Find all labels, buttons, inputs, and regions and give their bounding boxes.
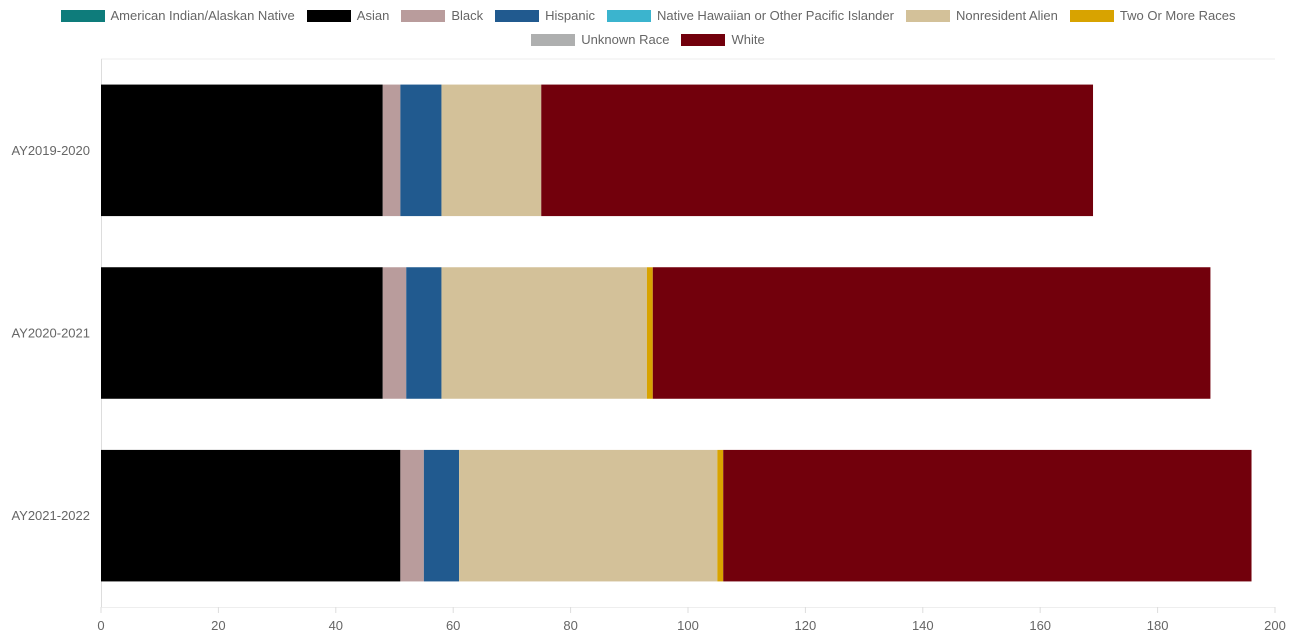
bar-segment-two-or-more-races-ay2021-2022[interactable] (717, 449, 724, 582)
y-tick-label: AY2021-2022 (11, 508, 90, 523)
bar-segment-nonresident-alien-ay2019-2020[interactable] (441, 84, 542, 217)
bar-segment-black-ay2020-2021[interactable] (382, 267, 407, 399)
legend-label: Two Or More Races (1119, 8, 1236, 23)
legend-row: American Indian/Alaskan Native Asian Black… (0, 4, 1296, 28)
x-tick-label: 60 (446, 618, 460, 633)
y-tick-label: AY2019-2020 (11, 143, 90, 158)
bar-segment-black-ay2021-2022[interactable] (400, 449, 424, 582)
bar-segment-black-ay2019-2020[interactable] (382, 84, 401, 217)
bar-segment-white-ay2020-2021[interactable] (652, 267, 1211, 399)
legend-label: Native Hawaiian or Other Pacific Islande… (656, 8, 894, 23)
bar-segment-white-ay2021-2022[interactable] (723, 449, 1252, 582)
legend-swatch (306, 10, 351, 22)
legend-swatch (531, 34, 576, 46)
bar-segment-nonresident-alien-ay2021-2022[interactable] (459, 449, 718, 582)
x-tick-label: 180 (1147, 618, 1169, 633)
legend-swatch (401, 10, 446, 22)
bar-segment-hispanic-ay2019-2020[interactable] (400, 84, 442, 217)
legend-label: Unknown Race (581, 32, 670, 47)
legend-swatch (606, 10, 651, 22)
legend-item-two-or-more-races[interactable]: Two Or More Races (1069, 4, 1236, 28)
x-tick-label: 0 (97, 618, 104, 633)
legend-swatch (495, 10, 540, 22)
legend-item-american-indian-alaskan-native[interactable]: American Indian/Alaskan Native (60, 4, 295, 28)
x-tick-label: 20 (211, 618, 225, 633)
legend-label: Nonresident Alien (955, 8, 1058, 23)
legend-item-nonresident-alien[interactable]: Nonresident Alien (905, 4, 1058, 28)
chart-legend: American Indian/Alaskan Native Asian Black… (0, 4, 1296, 52)
legend-label: Hispanic (545, 8, 595, 23)
bar-segment-two-or-more-races-ay2020-2021[interactable] (646, 267, 653, 399)
legend-label: Black (451, 8, 484, 23)
legend-item-black[interactable]: Black (401, 4, 483, 28)
legend-swatch (681, 34, 726, 46)
x-tick-label: 160 (1029, 618, 1051, 633)
legend-item-unknown-race[interactable]: Unknown Race (531, 28, 669, 52)
legend-label: White (731, 32, 765, 47)
legend-item-native-hawaiian-or-other-pacific-islander[interactable]: Native Hawaiian or Other Pacific Islande… (606, 4, 894, 28)
legend-swatch (1069, 10, 1114, 22)
legend-swatch (905, 10, 950, 22)
bar-segment-asian-ay2019-2020[interactable] (101, 84, 383, 217)
bar-segment-asian-ay2021-2022[interactable] (101, 449, 401, 582)
legend-swatch (60, 10, 105, 22)
x-tick-label: 140 (912, 618, 934, 633)
bar-segment-nonresident-alien-ay2020-2021[interactable] (441, 267, 647, 399)
bar-segment-asian-ay2020-2021[interactable] (101, 267, 383, 399)
bar-segment-hispanic-ay2020-2021[interactable] (406, 267, 442, 399)
x-tick-label: 120 (795, 618, 817, 633)
y-tick-label: AY2020-2021 (11, 326, 90, 341)
x-tick-label: 40 (329, 618, 343, 633)
x-tick-label: 200 (1264, 618, 1286, 633)
x-tick-label: 100 (677, 618, 699, 633)
legend-item-hispanic[interactable]: Hispanic (495, 4, 595, 28)
bar-segment-white-ay2019-2020[interactable] (541, 84, 1094, 217)
legend-item-white[interactable]: White (681, 28, 765, 52)
legend-label: Asian (356, 8, 390, 23)
x-tick-label: 80 (563, 618, 577, 633)
legend-label: American Indian/Alaskan Native (110, 8, 295, 23)
bar-segment-hispanic-ay2021-2022[interactable] (423, 449, 460, 582)
legend-row: Unknown Race White (0, 28, 1296, 52)
legend-item-asian[interactable]: Asian (306, 4, 390, 28)
